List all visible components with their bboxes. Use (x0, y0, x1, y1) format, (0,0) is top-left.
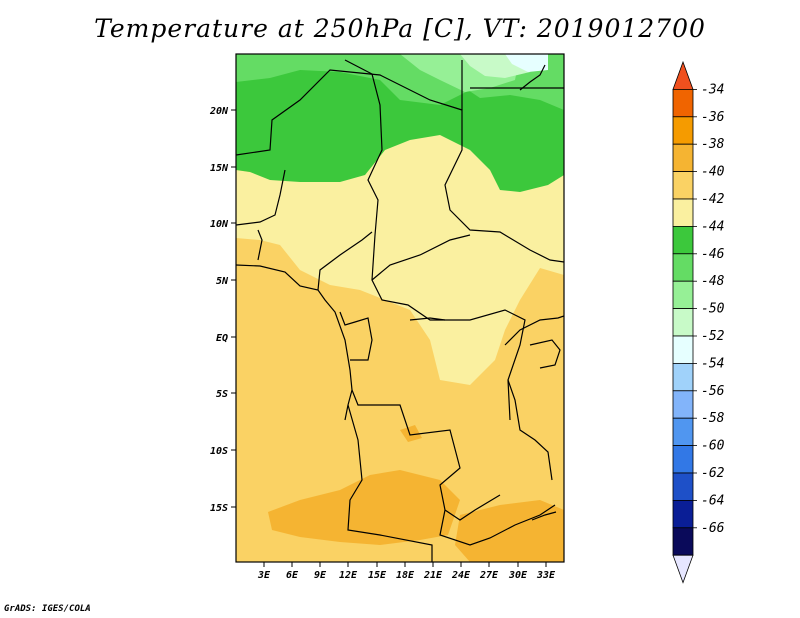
colorbar-label: -42 (701, 192, 725, 207)
lat-label-5n: 5N (216, 276, 229, 287)
lat-label-10n: 10N (210, 219, 229, 230)
field-region-minus38-patch (400, 425, 422, 442)
border-line-m (507, 379, 553, 481)
credit-text: GrADS: IGES/COLA (4, 604, 91, 614)
lat-labels: 20N 15N 10N 5N EQ 5S 10S 15S (209, 106, 229, 514)
border-line-k (439, 504, 556, 546)
border-line-f (236, 169, 286, 226)
temperature-field (236, 54, 564, 562)
lon-label-9e: 9E (314, 570, 327, 581)
lon-label-15e: 15E (368, 570, 387, 581)
lat-ticks (231, 109, 236, 508)
colorbar-swatch (672, 171, 694, 200)
colorbar-swatch (672, 390, 694, 419)
border-line-s (531, 511, 557, 521)
border-line-b (236, 69, 564, 263)
colorbar-swatch (672, 362, 694, 392)
border-line-n (529, 339, 561, 369)
lon-label-18e: 18E (396, 570, 415, 581)
field-region-minus52 (505, 54, 548, 72)
colorbar-swatch (672, 308, 694, 337)
lat-label-10s: 10S (210, 446, 228, 457)
colorbar-swatch (672, 253, 694, 282)
lat-label-eq: EQ (216, 333, 228, 344)
colorbar-label: -38 (701, 137, 725, 152)
chart-title: Temperature at 250hPa [C], VT: 201901270… (94, 14, 706, 43)
colorbar-label: -44 (701, 219, 724, 234)
lon-label-30e: 30E (508, 570, 528, 581)
colorbar-swatch (672, 335, 694, 364)
lon-label-27e: 27E (479, 570, 499, 581)
colorbar-label: -60 (701, 439, 725, 454)
border-line-a (236, 264, 353, 421)
colorbar-swatch (672, 417, 694, 447)
lon-ticks (263, 562, 547, 567)
lat-label-5s: 5S (216, 389, 228, 400)
lat-label-15s: 15S (210, 503, 228, 514)
colorbar-arrow-top (672, 60, 694, 90)
colorbar-swatch (672, 225, 694, 255)
colorbar-label: -58 (701, 411, 725, 426)
colorbar-swatch (672, 116, 694, 145)
border-line-g (317, 231, 373, 291)
colorbar-label: -64 (701, 493, 724, 508)
lon-label-12e: 12E (339, 570, 358, 581)
field-region-minus38-southwest (268, 470, 460, 545)
border-line-l (504, 315, 564, 346)
lat-label-15n: 15N (210, 163, 229, 174)
colorbar-swatch (672, 527, 694, 556)
lon-labels: 3E 6E 9E 12E 15E 18E 21E 24E 27E 30E 33E (257, 570, 556, 581)
colorbar-label: -52 (701, 329, 725, 344)
colorbar-label: -50 (701, 302, 725, 317)
lat-label-20n: 20N (209, 106, 229, 117)
colorbar-label: -56 (701, 384, 725, 399)
lon-label-6e: 6E (286, 570, 299, 581)
field-region-minus38-southeast (455, 500, 564, 562)
lon-label-3e: 3E (257, 570, 271, 581)
border-line-q (257, 229, 263, 261)
colorbar-swatch (672, 143, 694, 172)
colorbar-label: -34 (701, 82, 724, 97)
lon-label-21e: 21E (423, 570, 443, 581)
border-line-p (339, 311, 373, 361)
lon-label-24e: 24E (451, 570, 471, 581)
colorbar-label: -62 (701, 466, 725, 481)
country-borders (236, 59, 564, 562)
colorbar-swatch (672, 89, 694, 118)
colorbar-swatch (672, 198, 694, 227)
colorbar-label: -54 (701, 356, 724, 371)
lon-label-33e: 33E (536, 570, 556, 581)
colorbar-swatch (672, 445, 694, 474)
colorbar-label: -66 (701, 521, 725, 536)
border-line-h (371, 234, 471, 281)
colorbar-swatch (672, 472, 694, 501)
colorbar: -34 -36 -38 -40 -42 -44 -46 -48 -50 -52 -54 -56 -58 -… (672, 60, 725, 584)
colorbar-swatch (672, 280, 694, 310)
plot-frame (235, 53, 565, 563)
border-line-i (351, 389, 501, 521)
colorbar-label: -46 (701, 247, 725, 262)
colorbar-label: -36 (701, 110, 725, 125)
field-region-minus46-north (236, 54, 470, 105)
border-line-r (409, 317, 446, 321)
colorbar-arrow-bottom (672, 554, 694, 584)
colorbar-label: -40 (701, 165, 725, 180)
field-region-minus42 (236, 118, 564, 385)
colorbar-swatch (672, 499, 694, 529)
colorbar-label: -48 (701, 274, 725, 289)
border-line-o (519, 64, 546, 91)
border-line-j (347, 404, 433, 562)
